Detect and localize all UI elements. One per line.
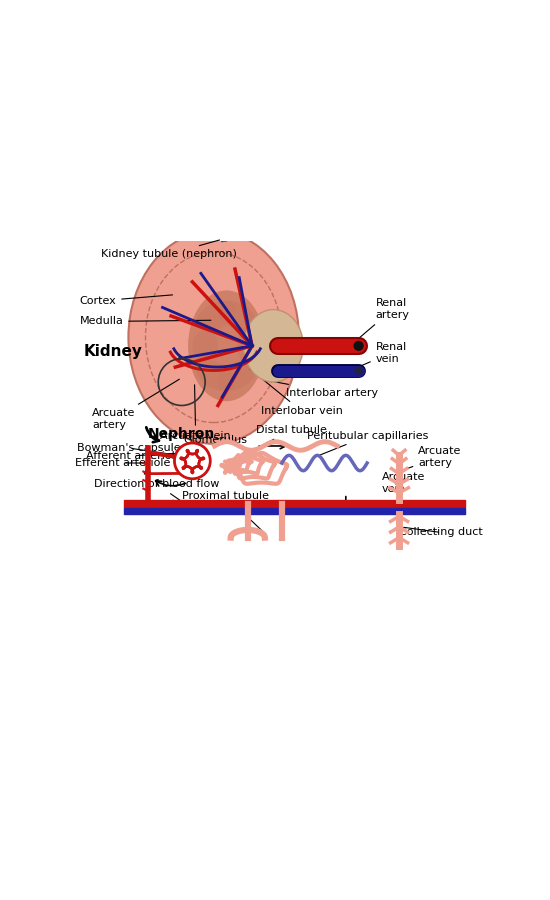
Ellipse shape bbox=[196, 301, 235, 331]
Text: Renal
artery: Renal artery bbox=[352, 299, 410, 344]
Text: Interlobar artery: Interlobar artery bbox=[267, 381, 378, 398]
Text: Medulla: Medulla bbox=[79, 317, 211, 327]
Ellipse shape bbox=[218, 360, 257, 391]
Text: Cortex: Cortex bbox=[79, 295, 173, 306]
Text: Arcuate
artery: Arcuate artery bbox=[92, 379, 179, 430]
Circle shape bbox=[174, 443, 210, 479]
Ellipse shape bbox=[244, 310, 303, 382]
Text: Direction of blood flow: Direction of blood flow bbox=[95, 480, 219, 508]
Circle shape bbox=[354, 366, 363, 374]
Text: Peritubular capillaries: Peritubular capillaries bbox=[307, 431, 429, 455]
Text: Nephron: Nephron bbox=[147, 428, 215, 441]
Ellipse shape bbox=[188, 291, 265, 401]
Text: Arcuate
vein: Arcuate vein bbox=[382, 472, 425, 506]
Ellipse shape bbox=[192, 331, 218, 361]
Text: Interlobar vein: Interlobar vein bbox=[250, 369, 343, 416]
Text: Renal
vein: Renal vein bbox=[353, 342, 407, 369]
Text: Kidney tubule (nephron): Kidney tubule (nephron) bbox=[101, 240, 236, 259]
Text: Arcuate vein: Arcuate vein bbox=[161, 385, 231, 441]
Ellipse shape bbox=[237, 327, 258, 365]
Text: Bowman's capsule: Bowman's capsule bbox=[77, 443, 181, 455]
Text: Afferent arteriole: Afferent arteriole bbox=[86, 451, 182, 461]
Text: Distal tubule: Distal tubule bbox=[256, 425, 327, 443]
Text: Glomerulus: Glomerulus bbox=[184, 435, 248, 453]
Text: Collecting duct: Collecting duct bbox=[399, 527, 483, 537]
Ellipse shape bbox=[218, 301, 257, 331]
Text: Efferent arteriole: Efferent arteriole bbox=[75, 458, 170, 468]
Ellipse shape bbox=[196, 360, 235, 391]
Circle shape bbox=[354, 341, 364, 351]
Text: Proximal tubule: Proximal tubule bbox=[182, 491, 269, 531]
Text: Kidney: Kidney bbox=[84, 345, 142, 359]
Ellipse shape bbox=[129, 230, 299, 444]
Text: Arcuate
artery: Arcuate artery bbox=[404, 446, 461, 470]
